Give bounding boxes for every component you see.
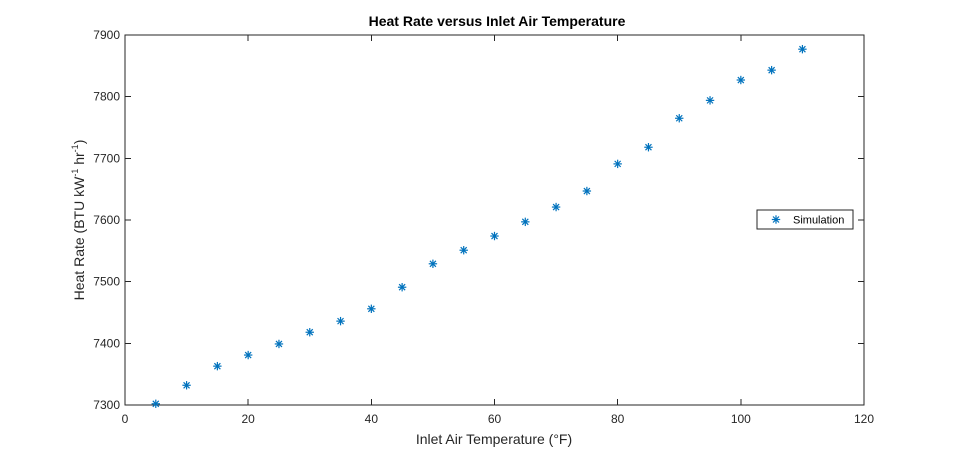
x-tick-label: 100	[731, 412, 751, 426]
data-point	[644, 143, 653, 152]
y-axis-label-sup1: -1	[70, 169, 80, 177]
axes-box	[124, 34, 865, 406]
series-simulation	[151, 44, 807, 408]
x-tick-label: 0	[122, 412, 129, 426]
x-axis-label: Inlet Air Temperature (°F)	[416, 431, 572, 447]
data-point	[336, 316, 345, 326]
data-point	[767, 65, 776, 75]
x-tick-label: 40	[365, 412, 379, 426]
data-point	[182, 381, 191, 390]
data-point	[705, 96, 715, 105]
data-point	[459, 246, 468, 255]
y-tick-label: 7500	[93, 275, 120, 289]
y-tick-label: 7400	[93, 336, 120, 350]
data-point	[675, 114, 684, 123]
data-point	[798, 44, 807, 54]
y-axis: 7300 7400 7500 7600 7700 7800 7900	[93, 28, 864, 412]
data-point	[243, 350, 253, 360]
legend-entry-simulation: Simulation	[793, 215, 844, 227]
x-tick-label: 60	[488, 412, 502, 426]
y-tick-label: 7900	[93, 28, 120, 42]
plot-area	[124, 34, 865, 406]
data-point	[490, 231, 499, 241]
data-point	[551, 202, 561, 212]
data-point	[213, 361, 222, 371]
y-tick-label: 7700	[93, 151, 120, 165]
y-tick-label: 7600	[93, 213, 120, 227]
legend: Simulation	[756, 209, 854, 230]
y-tick-label: 7800	[93, 90, 120, 104]
data-point	[151, 399, 160, 408]
legend-marker-asterisk	[771, 215, 781, 224]
y-tick-label: 7300	[93, 398, 120, 412]
data-point	[582, 186, 592, 196]
data-point	[274, 339, 284, 349]
x-tick-label: 80	[611, 412, 625, 426]
chart-title: Heat Rate versus Inlet Air Temperature	[369, 13, 626, 29]
y-axis-label: Heat Rate (BTU kW-1 hr-1)	[70, 140, 87, 301]
legend-marker	[771, 215, 781, 224]
x-tick-label: 20	[241, 412, 255, 426]
y-axis-label-suffix: )	[71, 140, 87, 145]
y-axis-label-middle: hr	[71, 152, 87, 169]
data-point	[736, 75, 746, 85]
data-point	[613, 159, 622, 169]
y-axis-label-prefix: Heat Rate (BTU kW	[71, 176, 87, 300]
data-point	[397, 283, 407, 292]
y-axis-label-sup2: -1	[70, 144, 80, 152]
data-point	[367, 304, 376, 313]
data-point	[305, 328, 314, 337]
legend-box	[756, 209, 854, 230]
x-axis: 0 20 40 60 80 100 120	[122, 35, 874, 426]
x-tick-label: 120	[854, 412, 874, 426]
data-point	[521, 217, 530, 227]
data-point	[428, 259, 438, 268]
